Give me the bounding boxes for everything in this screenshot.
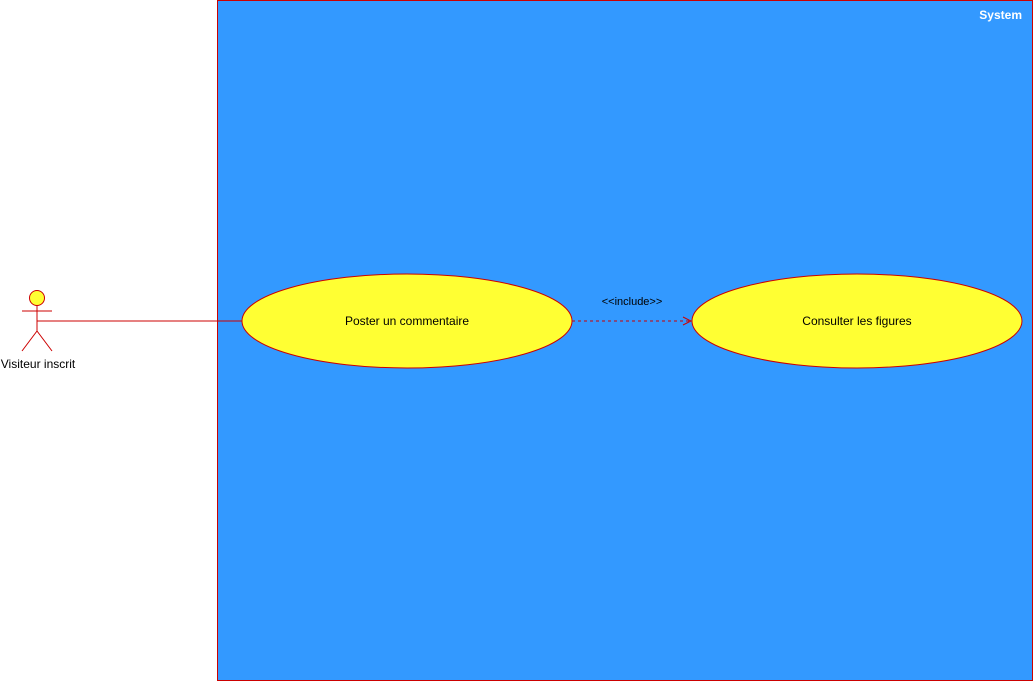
actor-head [29,290,45,306]
actor-name-label: Visiteur inscrit [0,357,76,371]
use-case-label-poster-commentaire: Poster un commentaire [344,314,470,328]
use-case-ellipse-poster-commentaire[interactable] [241,273,573,369]
use-case-label-consulter-figures: Consulter les figures [802,314,912,328]
actor-right-leg [36,330,53,352]
system-title: System [979,8,1022,22]
use-case-ellipse-consulter-figures[interactable] [691,273,1023,369]
actor-left-leg [21,330,38,352]
include-stereotype-label: <<include>> [601,296,663,308]
actor-stick-figure[interactable] [21,290,53,352]
